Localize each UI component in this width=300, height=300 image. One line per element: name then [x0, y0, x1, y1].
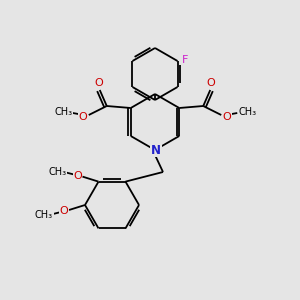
Text: N: N — [151, 143, 161, 157]
Text: CH₃: CH₃ — [35, 210, 53, 220]
Text: O: O — [207, 78, 216, 88]
Text: O: O — [223, 112, 232, 122]
Text: CH₃: CH₃ — [238, 107, 256, 117]
Text: O: O — [78, 112, 87, 122]
Text: O: O — [60, 206, 68, 216]
Text: O: O — [73, 171, 82, 181]
Text: CH₃: CH₃ — [48, 167, 67, 177]
Text: CH₃: CH₃ — [55, 107, 73, 117]
Text: F: F — [182, 55, 189, 65]
Text: O: O — [94, 78, 103, 88]
